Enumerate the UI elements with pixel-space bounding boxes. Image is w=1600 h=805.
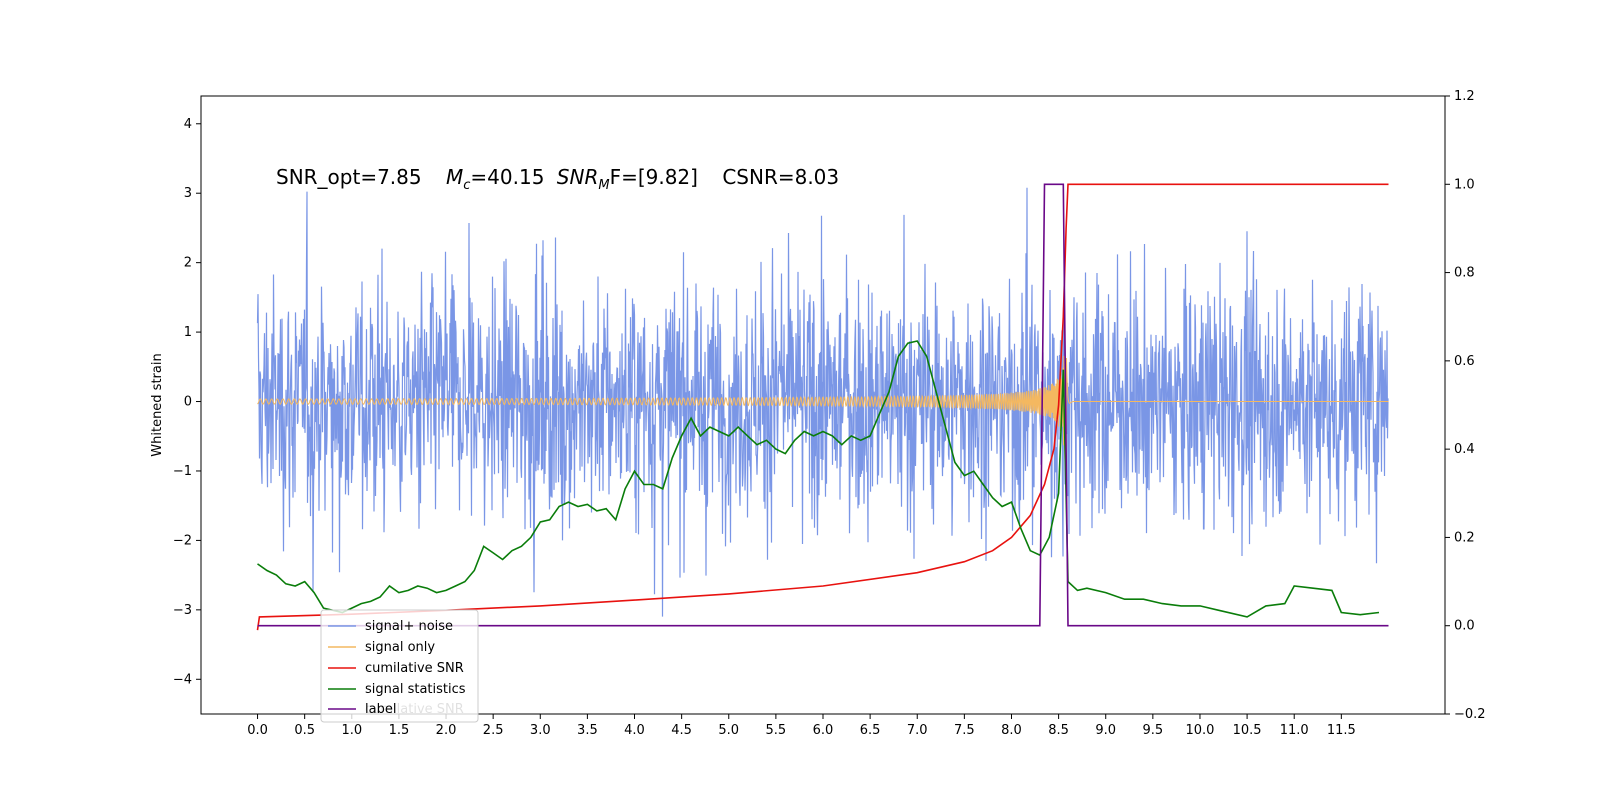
y-axis-right: 1.2 1.0 0.8 0.6 0.4 0.2 0.0 −0.2 — [1445, 89, 1486, 722]
series-signal-only — [257, 355, 1389, 461]
x-tick-label: 2.0 — [436, 723, 457, 738]
y-tick-label: −2 — [173, 533, 192, 548]
y2-tick-label: 0.4 — [1454, 442, 1475, 457]
series-signal-noise — [256, 187, 1389, 617]
y2-tick-label: 0.8 — [1454, 266, 1475, 281]
x-tick-label: 5.0 — [718, 723, 739, 738]
x-tick-label: 5.5 — [766, 723, 787, 738]
x-tick-label: 10.5 — [1233, 723, 1262, 738]
legend: cumilative SNR signal+ noise signal only… — [320, 609, 479, 723]
y-tick-label: 2 — [184, 256, 192, 271]
legend-label-signal-statistics: signal statistics — [365, 682, 466, 697]
x-tick-label: 11.5 — [1327, 723, 1356, 738]
x-tick-label: 4.0 — [624, 723, 645, 738]
x-tick-label: 6.0 — [813, 723, 834, 738]
legend-label-cumulative-snr: cumilative SNR — [365, 661, 464, 676]
legend-label-label: label — [365, 702, 396, 717]
snr-opt-text: SNR_opt=7.85 — [276, 165, 422, 189]
x-tick-label: 10.0 — [1185, 723, 1214, 738]
mc-subscript: c — [463, 178, 470, 193]
mc-symbol: M — [446, 165, 463, 189]
csnr-text: CSNR=8.03 — [722, 165, 839, 189]
legend-box — [320, 609, 479, 723]
y2-tick-label: 1.0 — [1454, 177, 1475, 192]
y2-tick-label: 0.0 — [1454, 619, 1475, 634]
snr-mf-subscript: M — [598, 178, 609, 193]
series-label — [257, 183, 1389, 627]
y-axis-label: Whitened strain — [150, 353, 165, 456]
y-tick-label: −4 — [173, 672, 192, 687]
y-tick-label: −3 — [173, 603, 192, 618]
y-tick-label: 1 — [184, 325, 192, 340]
x-tick-label: 9.5 — [1143, 723, 1164, 738]
legend-label-signal-noise: signal+ noise — [365, 619, 453, 634]
legend-label-signal-only: signal only — [365, 640, 435, 655]
y-tick-label: 0 — [184, 395, 192, 410]
y2-tick-label: −0.2 — [1454, 707, 1486, 722]
x-tick-label: 0.5 — [294, 723, 315, 738]
x-tick-label: 9.0 — [1095, 723, 1116, 738]
y2-tick-label: 0.2 — [1454, 530, 1475, 545]
mc-value: =40.15 — [470, 165, 544, 189]
y-tick-label: 4 — [184, 117, 192, 132]
x-tick-label: 6.5 — [860, 723, 881, 738]
x-tick-label: 2.5 — [483, 723, 504, 738]
x-axis: 0.0 0.5 1.0 1.5 2.0 2.5 3.0 3.5 4.0 4.5 5.0 5.5 6.0 6… — [247, 714, 1356, 738]
x-tick-label: 1.5 — [389, 723, 410, 738]
snr-annotation: SNR_opt=7.85 Mc=40.15 SNRMF=[9.82] CSNR=… — [276, 165, 839, 193]
x-tick-label: 4.5 — [671, 723, 692, 738]
y-tick-label: −1 — [173, 464, 192, 479]
series-signal-statistics — [257, 340, 1380, 618]
snr-mf-value: F=[9.82] — [610, 165, 698, 189]
legend-ghost-text: cumilative SNR — [365, 702, 464, 717]
y-tick-label: 3 — [184, 186, 192, 201]
x-tick-label: 3.0 — [530, 723, 551, 738]
x-tick-label: 7.0 — [907, 723, 928, 738]
y-axis-left: 4 3 2 1 0 −1 −2 −3 −4 — [173, 117, 201, 687]
x-tick-label: 7.5 — [954, 723, 975, 738]
x-tick-label: 1.0 — [341, 723, 362, 738]
y2-tick-label: 0.6 — [1454, 354, 1475, 369]
x-tick-label: 8.5 — [1048, 723, 1069, 738]
y2-tick-label: 1.2 — [1454, 89, 1475, 104]
x-tick-label: 3.5 — [577, 723, 598, 738]
snr-mf-symbol: SNR — [557, 165, 599, 189]
x-tick-label: 0.0 — [247, 723, 268, 738]
x-tick-label: 11.0 — [1280, 723, 1309, 738]
x-tick-label: 8.0 — [1001, 723, 1022, 738]
